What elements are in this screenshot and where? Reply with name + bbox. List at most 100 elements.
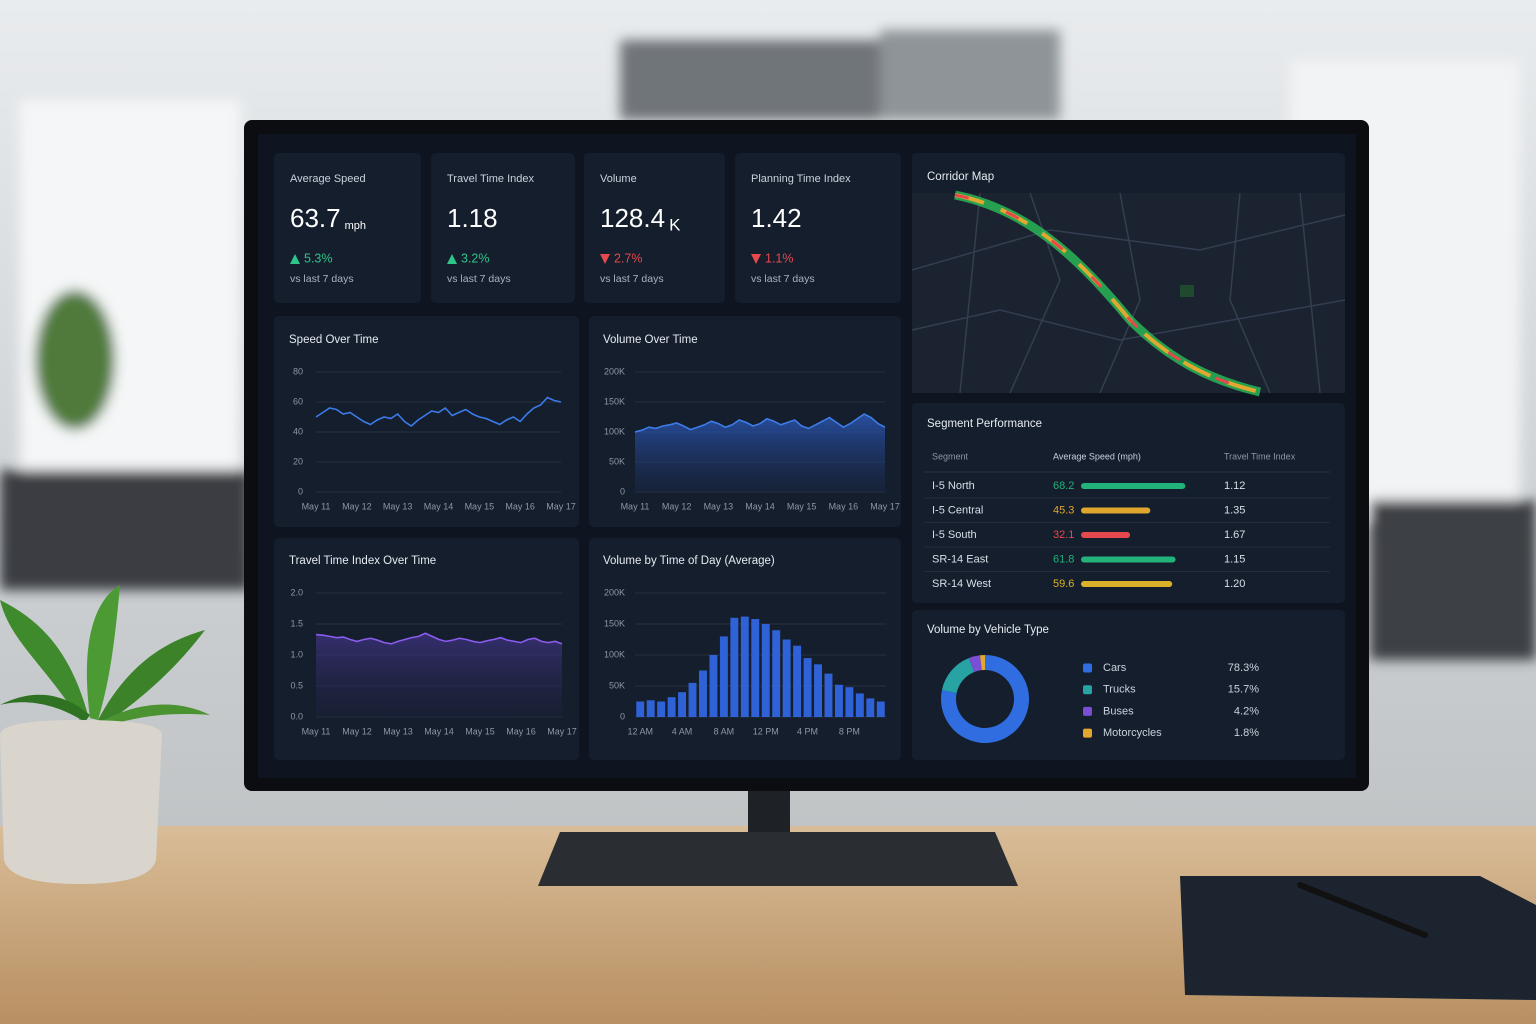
y-tick-label: 150K (604, 618, 625, 628)
bar (782, 639, 791, 717)
x-tick-label: May 16 (505, 501, 535, 511)
x-tick-label: May 13 (383, 726, 413, 736)
x-tick-label: May 15 (465, 501, 495, 511)
x-tick-label: May 14 (745, 501, 775, 511)
y-tick-label: 200K (604, 587, 625, 597)
kpi-label: Planning Time Index (751, 173, 851, 185)
kpi-label: Average Speed (290, 173, 366, 185)
bar (699, 670, 707, 717)
panel-title: Segment Performance (927, 418, 1042, 430)
bar (730, 617, 739, 717)
x-tick-label: 4 AM (672, 726, 693, 736)
chart-title: Speed Over Time (289, 334, 378, 346)
x-tick-label: May 13 (704, 501, 734, 511)
y-tick-label: 0 (298, 486, 303, 496)
x-tick-label: May 14 (424, 501, 454, 511)
bar (688, 682, 697, 717)
kpi-note: vs last 7 days (447, 273, 511, 285)
legend-label: Buses (1103, 705, 1134, 717)
kpi-value: 1.42 (751, 203, 802, 233)
speed-bar (1081, 507, 1151, 514)
segment-speed: 68.2 (1053, 480, 1074, 492)
panel-title: Corridor Map (927, 171, 994, 183)
trend-arrow (447, 254, 457, 264)
kpi-label: Travel Time Index (447, 173, 535, 185)
legend-value: 1.8% (1234, 727, 1259, 739)
trend-arrow (751, 254, 761, 264)
donut-slice (940, 655, 1029, 744)
legend-value: 15.7% (1228, 684, 1259, 696)
kpi-note: vs last 7 days (290, 273, 354, 285)
column-header: Travel Time Index (1224, 451, 1296, 461)
segment-tti: 1.35 (1224, 504, 1245, 516)
bar (636, 701, 645, 717)
y-tick-label: 200K (604, 366, 625, 376)
y-tick-label: 100K (604, 426, 625, 436)
legend-swatch (1083, 706, 1092, 716)
x-tick-label: 4 PM (797, 726, 818, 736)
y-tick-label: 0 (620, 486, 625, 496)
segment-speed: 45.3 (1053, 504, 1074, 516)
segment-name: I-5 South (932, 529, 977, 541)
kpi-note: vs last 7 days (600, 273, 664, 285)
segment-speed: 59.6 (1053, 578, 1074, 590)
notebook (1180, 876, 1536, 1000)
area-fill (316, 633, 562, 717)
segment-tti: 1.15 (1224, 553, 1245, 565)
x-tick-label: May 17 (547, 726, 577, 736)
trend-arrow (290, 254, 300, 264)
bar (814, 664, 822, 717)
x-tick-label: May 12 (342, 501, 372, 511)
x-tick-label: May 12 (662, 501, 692, 511)
kpi-unit: mph (345, 220, 366, 232)
x-tick-label: May 17 (870, 501, 900, 511)
legend-label: Trucks (1103, 684, 1136, 696)
legend-swatch (1083, 728, 1092, 738)
column-header: Segment (932, 451, 969, 461)
chart-title: Volume by Time of Day (Average) (603, 555, 775, 567)
bar (772, 630, 781, 717)
legend-label: Motorcycles (1103, 727, 1162, 739)
y-tick-label: 1.0 (290, 649, 303, 659)
bar (855, 693, 864, 717)
kpi-value: 63.7 (290, 203, 341, 233)
segment-speed: 61.8 (1053, 553, 1074, 565)
segment-name: I-5 Central (932, 504, 983, 516)
x-tick-label: May 16 (506, 726, 536, 736)
segment-speed: 32.1 (1053, 529, 1074, 541)
speed-bar (1081, 532, 1131, 538)
bar (719, 636, 728, 717)
segment-name: SR-14 West (932, 578, 991, 590)
series-line (315, 396, 562, 428)
kpi-unit: K (669, 215, 681, 234)
x-tick-label: May 17 (546, 501, 576, 511)
x-tick-label: 12 AM (627, 726, 653, 736)
kpi-change: 2.7% (614, 251, 643, 265)
bar (751, 619, 760, 717)
kpi-value: 1.18 (447, 203, 498, 233)
trend-arrow (600, 254, 610, 264)
speed-bar (1081, 556, 1176, 563)
y-tick-label: 40 (293, 426, 303, 436)
chart-title: Volume Over Time (603, 334, 698, 346)
kpi-label: Volume (600, 173, 637, 185)
x-tick-label: May 11 (621, 501, 650, 511)
bar (667, 697, 676, 717)
x-tick-label: May 11 (302, 726, 331, 736)
x-tick-label: May 16 (829, 501, 859, 511)
kpi-value: 128.4 (600, 203, 665, 233)
x-tick-label: May 11 (302, 501, 331, 511)
bar (824, 673, 833, 717)
kpi-change: 1.1% (765, 251, 794, 265)
plant (0, 585, 210, 884)
x-tick-label: 8 PM (839, 726, 860, 736)
bar (834, 684, 843, 717)
y-tick-label: 1.5 (290, 618, 303, 628)
bar (793, 645, 802, 717)
column-header: Average Speed (mph) (1053, 451, 1141, 461)
x-tick-label: May 15 (465, 726, 495, 736)
donut-slice (941, 658, 975, 694)
bar (803, 658, 812, 717)
legend-label: Cars (1103, 662, 1127, 674)
